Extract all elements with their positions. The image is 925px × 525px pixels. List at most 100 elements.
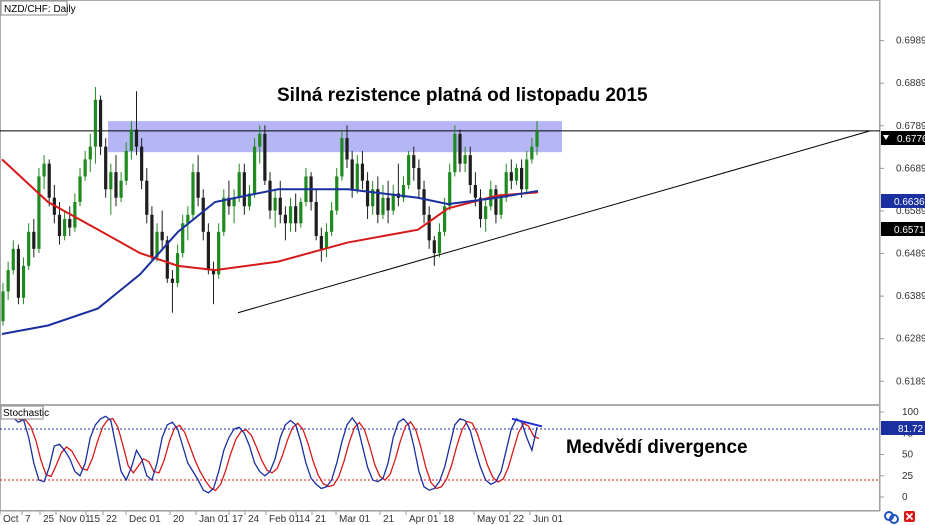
candle-body bbox=[263, 133, 267, 181]
x-tick-label: 22 bbox=[513, 514, 525, 525]
candle-body bbox=[319, 236, 323, 249]
candle-body bbox=[407, 155, 411, 185]
candle-body bbox=[340, 138, 344, 177]
candle-body bbox=[78, 176, 82, 202]
candle-body bbox=[268, 180, 272, 211]
price-tick-label: 0.6389 bbox=[896, 291, 925, 302]
candle-body bbox=[252, 146, 257, 194]
stochastic-k-line bbox=[2, 415, 538, 494]
price-tick-label: 0.6489 bbox=[896, 249, 925, 260]
candle-body bbox=[98, 99, 103, 147]
candle bbox=[514, 163, 519, 185]
x-tick-label: Oct bbox=[3, 514, 19, 525]
candle-body bbox=[473, 184, 477, 198]
price-tick-label: 0.6789 bbox=[896, 121, 925, 132]
candle-body bbox=[484, 206, 488, 220]
x-tick-label: Mar 01 bbox=[339, 514, 371, 525]
candle-body bbox=[6, 270, 10, 292]
candle bbox=[145, 167, 149, 224]
candle bbox=[458, 129, 462, 173]
candle bbox=[468, 146, 472, 194]
price-tick-label: 0.6289 bbox=[896, 334, 925, 345]
candle-body bbox=[124, 150, 128, 181]
price-tick-label: 0.6889 bbox=[896, 78, 925, 89]
candle-body bbox=[499, 197, 503, 215]
x-tick-label: 22 bbox=[106, 514, 118, 525]
candle bbox=[278, 180, 282, 224]
candle-body bbox=[247, 193, 252, 207]
stochastic-label: Stochastic bbox=[3, 408, 49, 419]
candle-body bbox=[32, 231, 36, 249]
price-tick-label: 0.6689 bbox=[896, 163, 925, 174]
candle-body bbox=[494, 189, 498, 215]
candle bbox=[42, 155, 46, 190]
candle bbox=[407, 150, 411, 190]
candle-body bbox=[181, 223, 185, 254]
x-tick-label: 24 bbox=[248, 514, 260, 525]
stochastic-tick-label: 25 bbox=[902, 471, 914, 482]
x-tick-label: Jan 01 bbox=[199, 514, 229, 525]
candle-body bbox=[412, 155, 416, 168]
candle-body bbox=[365, 180, 370, 207]
candle-body bbox=[57, 214, 62, 237]
candle bbox=[319, 227, 323, 262]
resistance-annotation: Silná rezistence platná od listopadu 201… bbox=[277, 85, 648, 106]
resistance-zone bbox=[108, 121, 562, 153]
candle bbox=[314, 189, 318, 241]
price-badge-current: 0.6776 bbox=[881, 131, 925, 145]
close-x-icon[interactable] bbox=[904, 511, 915, 522]
candle-body bbox=[93, 99, 98, 147]
candle-body bbox=[278, 197, 282, 215]
candle-body bbox=[422, 189, 426, 215]
candle-body bbox=[145, 180, 149, 215]
candle bbox=[134, 91, 139, 156]
candle bbox=[119, 172, 123, 202]
candle bbox=[237, 163, 241, 202]
candle-body bbox=[237, 172, 241, 198]
candle bbox=[109, 163, 113, 215]
candle bbox=[258, 125, 262, 164]
candle bbox=[535, 121, 539, 156]
chain-link-icon[interactable] bbox=[884, 511, 899, 524]
candle-body bbox=[170, 278, 175, 283]
candle-body bbox=[509, 172, 513, 181]
candle-body bbox=[186, 214, 190, 224]
candle bbox=[227, 180, 231, 215]
candle-body bbox=[114, 172, 118, 198]
candle-body bbox=[458, 133, 462, 164]
x-tick-label: 15 bbox=[89, 514, 101, 525]
candle-body bbox=[134, 129, 139, 147]
x-tick-label: 21 bbox=[315, 514, 327, 525]
candle-body bbox=[206, 231, 210, 271]
candle bbox=[283, 206, 288, 241]
x-tick-label: Jun 01 bbox=[533, 514, 563, 525]
candle bbox=[104, 138, 108, 198]
candle bbox=[386, 180, 390, 224]
candle bbox=[1, 282, 5, 326]
candle bbox=[232, 189, 236, 224]
candle-body bbox=[391, 193, 395, 211]
stochastic-tick-label: 100 bbox=[902, 407, 919, 418]
candle bbox=[509, 159, 513, 190]
x-tick-label: Apr 01 bbox=[409, 514, 439, 525]
candle-body bbox=[299, 202, 303, 224]
candle bbox=[478, 189, 483, 228]
candle bbox=[129, 121, 133, 160]
candle bbox=[355, 155, 359, 194]
candle-body bbox=[448, 172, 452, 207]
candle-body bbox=[47, 163, 51, 198]
svg-text:0.6776: 0.6776 bbox=[897, 134, 925, 145]
candle-body bbox=[442, 206, 447, 232]
candle-body bbox=[217, 231, 221, 275]
candle bbox=[211, 261, 216, 305]
candle-body bbox=[227, 197, 231, 207]
x-tick-label: 17 bbox=[232, 514, 244, 525]
candle bbox=[63, 210, 67, 241]
x-tick-label: May 01 bbox=[477, 514, 510, 525]
candle bbox=[268, 172, 272, 220]
candle-body bbox=[160, 231, 164, 241]
x-tick-label: Dec 01 bbox=[129, 514, 161, 525]
candle bbox=[340, 129, 344, 181]
candle bbox=[191, 163, 195, 220]
candle-body bbox=[381, 197, 385, 215]
